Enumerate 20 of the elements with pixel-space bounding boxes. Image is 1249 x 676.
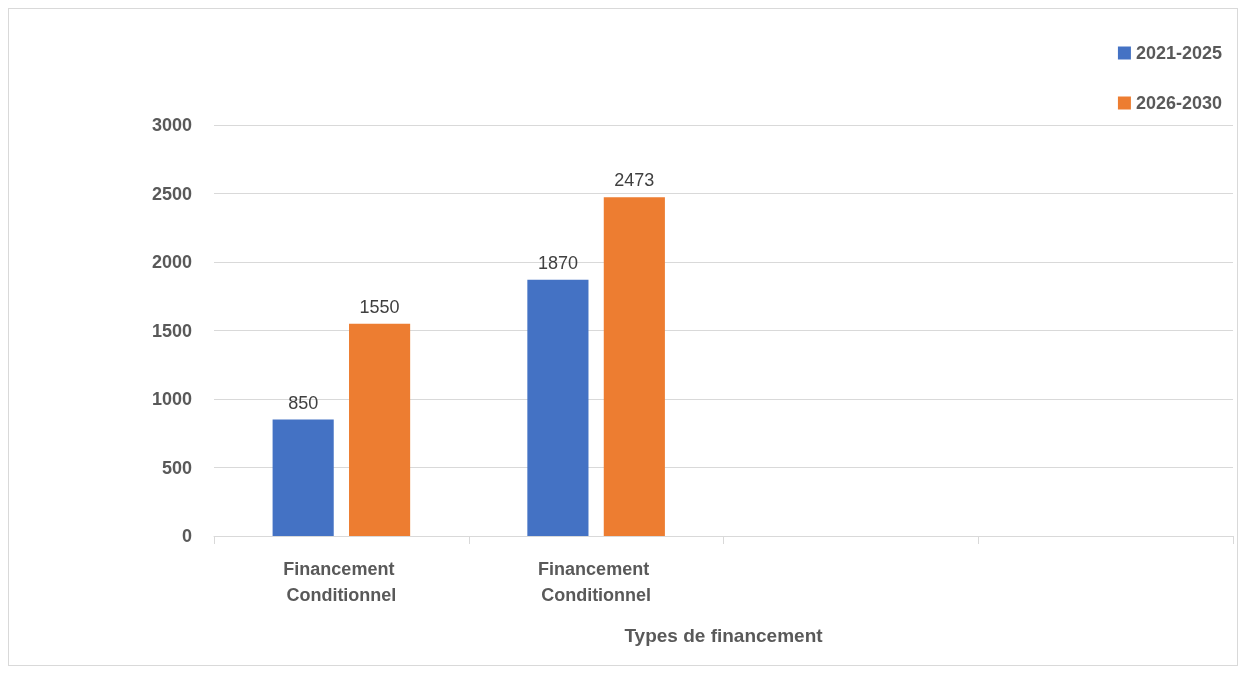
y-tick-label: 2500	[151, 183, 192, 204]
x-tick-label: Financement Conditionnel	[283, 559, 400, 605]
x-axis-title: Types de financement	[624, 625, 824, 646]
data-label: 1870	[537, 252, 578, 273]
y-tick-label: 1000	[151, 389, 192, 409]
y-tick-label: 2000	[151, 252, 192, 272]
data-label: 1550	[359, 296, 400, 317]
bar	[272, 419, 334, 536]
bar	[603, 197, 665, 536]
bar	[527, 279, 589, 536]
legend-label: 2026-2030	[1135, 93, 1223, 113]
data-label: 2473	[614, 170, 655, 191]
y-tick-label: 500	[161, 457, 192, 478]
y-tick-label: 1500	[151, 320, 192, 341]
data-label: 850	[288, 392, 319, 413]
y-tick-label: 3000	[151, 115, 192, 135]
x-tick-label: Financement Conditionnel	[538, 559, 655, 605]
bar	[349, 323, 411, 536]
y-tick-label: 0	[181, 526, 192, 546]
legend-label: 2021-2025	[1135, 43, 1223, 63]
